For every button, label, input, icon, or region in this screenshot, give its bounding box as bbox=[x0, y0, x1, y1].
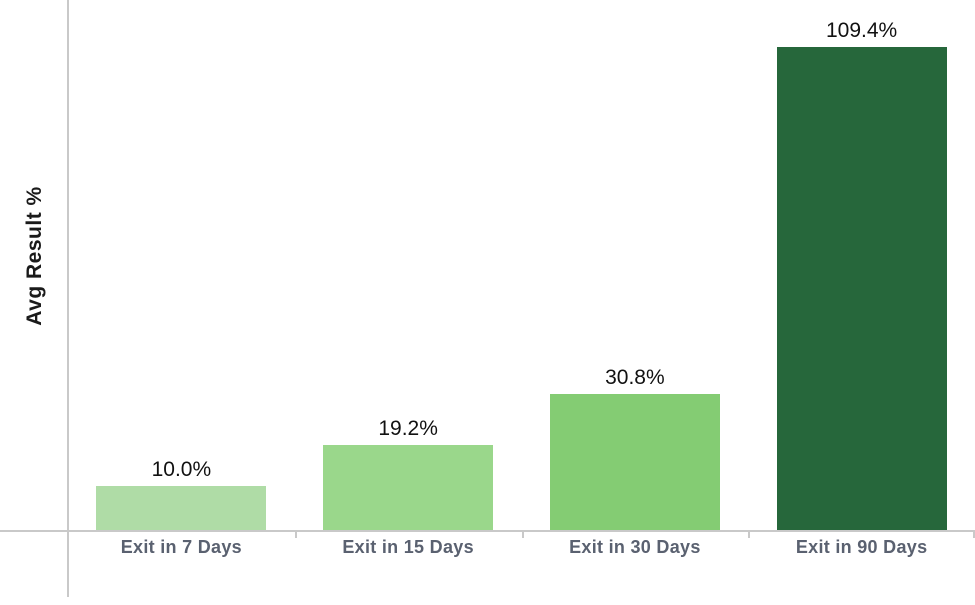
y-axis-title: Avg Result % bbox=[23, 186, 46, 326]
category-axis-label: Exit in 90 Days bbox=[795, 537, 928, 557]
category-axis-label: Exit in 15 Days bbox=[342, 537, 474, 557]
bar-value-label: 10.0% bbox=[151, 458, 212, 481]
category-axis-label: Exit in 7 Days bbox=[120, 537, 242, 557]
axis-tick bbox=[748, 532, 750, 538]
bar-2 bbox=[323, 445, 493, 530]
bar-4 bbox=[777, 47, 947, 530]
bar-3 bbox=[550, 394, 720, 530]
y-axis-line bbox=[67, 0, 69, 597]
bar-value-label: 30.8% bbox=[605, 366, 665, 389]
bar-1 bbox=[96, 486, 266, 530]
axis-tick bbox=[522, 532, 524, 538]
category-axis-label: Exit in 30 Days bbox=[569, 537, 701, 557]
bar-value-label: 19.2% bbox=[378, 417, 438, 440]
axis-tick bbox=[973, 532, 975, 538]
x-axis-line bbox=[0, 530, 975, 532]
axis-tick bbox=[295, 532, 297, 538]
bar-value-label: 109.4% bbox=[826, 19, 898, 42]
